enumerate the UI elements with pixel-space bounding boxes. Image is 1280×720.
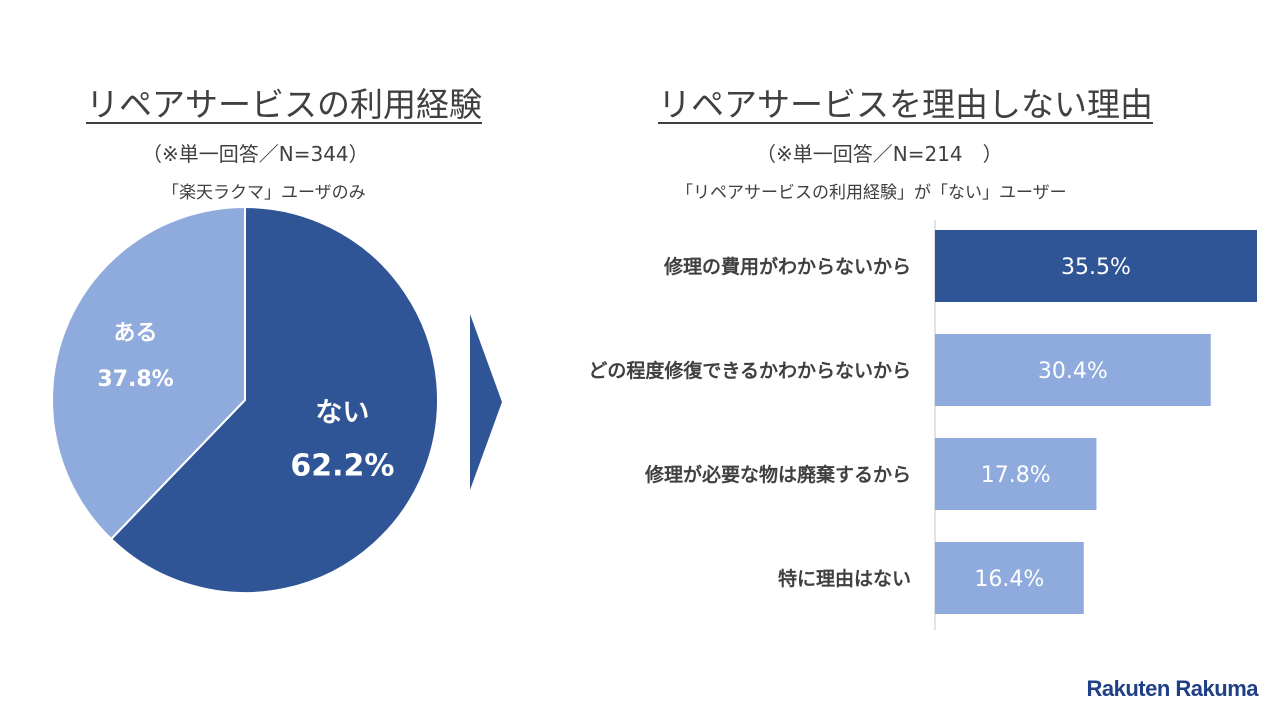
- pie-chart: ない 62.2% ある 37.8%: [51, 205, 439, 594]
- pie-label-nai: ない: [315, 397, 369, 428]
- pie-slice-nai: [109, 205, 439, 594]
- bar-4: [935, 542, 1084, 614]
- left-chart-title: リペアサービスの利用経験: [86, 85, 482, 124]
- bar-value-label-4: 16.4%: [974, 567, 1044, 592]
- category-label-1: 修理の費用がわからないから: [663, 255, 911, 278]
- left-chart-note: 「楽天ラクマ」ユーザのみ: [162, 183, 366, 203]
- category-label-3: 修理が必要な物は廃棄するから: [644, 463, 911, 486]
- bar-value-label-3: 17.8%: [981, 463, 1051, 488]
- arrow-right-icon: [470, 314, 502, 490]
- pie-slice-aru: [51, 205, 246, 541]
- pie-label-aru: ある: [114, 321, 158, 346]
- bar-chart: 修理の費用がわからないから 35.5% どの程度修復できるかわからないから 30.4%…: [588, 220, 1257, 630]
- pie-value-aru: 37.8%: [97, 367, 173, 392]
- pie-value-nai: 62.2%: [290, 448, 394, 483]
- right-chart-subtitle: （※単一回答／N=214 ）: [756, 142, 1003, 166]
- category-label-4: 特に理由はない: [778, 567, 911, 590]
- right-chart-note: 「リペアサービスの利用経験」が「ない」ユーザー: [676, 183, 1067, 203]
- rakuten-rakuma-logo: Rakuten Rakuma: [1086, 676, 1258, 701]
- bar-value-label-2: 30.4%: [1038, 359, 1108, 384]
- left-chart-subtitle: （※単一回答／N=344）: [142, 142, 369, 166]
- bar-2: [935, 334, 1211, 406]
- bar-1: [935, 230, 1257, 302]
- right-chart-title: リペアサービスを理由しない理由: [658, 85, 1153, 124]
- bar-3: [935, 438, 1097, 510]
- bar-value-label-1: 35.5%: [1061, 255, 1131, 280]
- category-label-2: どの程度修復できるかわからないから: [588, 359, 911, 382]
